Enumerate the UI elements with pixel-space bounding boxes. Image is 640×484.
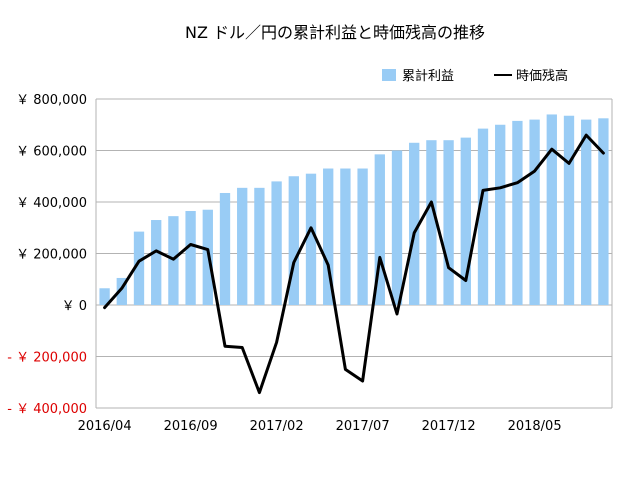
y-tick-label: ￥ 0 [62, 299, 87, 314]
bar [409, 142, 420, 305]
bar [254, 187, 265, 305]
y-tick-label: ￥ 200,000 [16, 248, 87, 263]
bar [99, 288, 110, 305]
y-tick-label: - ￥ 400,000 [7, 402, 87, 417]
legend-label-line: 時価残高 [516, 68, 568, 84]
bar [305, 173, 317, 305]
y-tick-label: ￥ 800,000 [16, 93, 87, 108]
legend-label-bar: 累計利益 [402, 68, 454, 84]
series-line [103, 133, 605, 395]
bar [512, 120, 523, 305]
bar [219, 192, 231, 305]
y-tick-label: - ￥ 200,000 [7, 351, 87, 366]
bar [426, 140, 437, 305]
bar [357, 168, 368, 305]
bars-layer [99, 114, 609, 305]
y-tick-label: ￥ 400,000 [16, 196, 87, 211]
bar [546, 114, 557, 305]
bar [581, 119, 592, 305]
axis-layer: ￥ 800,000 ￥ 600,000 ￥ 400,000 ￥ 200,000 ￥ 0 -… [7, 93, 561, 434]
line-layer [103, 133, 605, 395]
bar [340, 168, 351, 305]
legend: 累計利益 時価残高 [382, 68, 568, 84]
bar [529, 119, 540, 305]
x-tick-label: 2017/12 [422, 419, 476, 434]
x-tick-label: 2018/05 [508, 419, 562, 434]
bar [374, 154, 385, 305]
bar [477, 128, 489, 305]
y-tick-label: ￥ 600,000 [16, 145, 87, 160]
x-tick-label: 2017/02 [250, 419, 304, 434]
x-tick-label: 2016/09 [164, 419, 218, 434]
bar [598, 118, 609, 305]
bar [271, 181, 282, 305]
bar [151, 220, 162, 305]
x-tick-label: 2016/04 [78, 419, 132, 434]
legend-swatch-bar [382, 69, 396, 81]
x-tick-label: 2017/07 [336, 419, 390, 434]
bar [133, 231, 145, 305]
bar [116, 277, 127, 305]
bar [443, 140, 454, 305]
bar [391, 150, 403, 305]
bar [323, 168, 334, 305]
bar [288, 176, 299, 305]
bar [495, 124, 506, 305]
bar [237, 187, 248, 305]
bar [460, 137, 471, 305]
bar [185, 211, 196, 305]
chart-title: NZ ドル／円の累計利益と時価残高の推移 [185, 23, 485, 42]
bar [563, 115, 575, 305]
